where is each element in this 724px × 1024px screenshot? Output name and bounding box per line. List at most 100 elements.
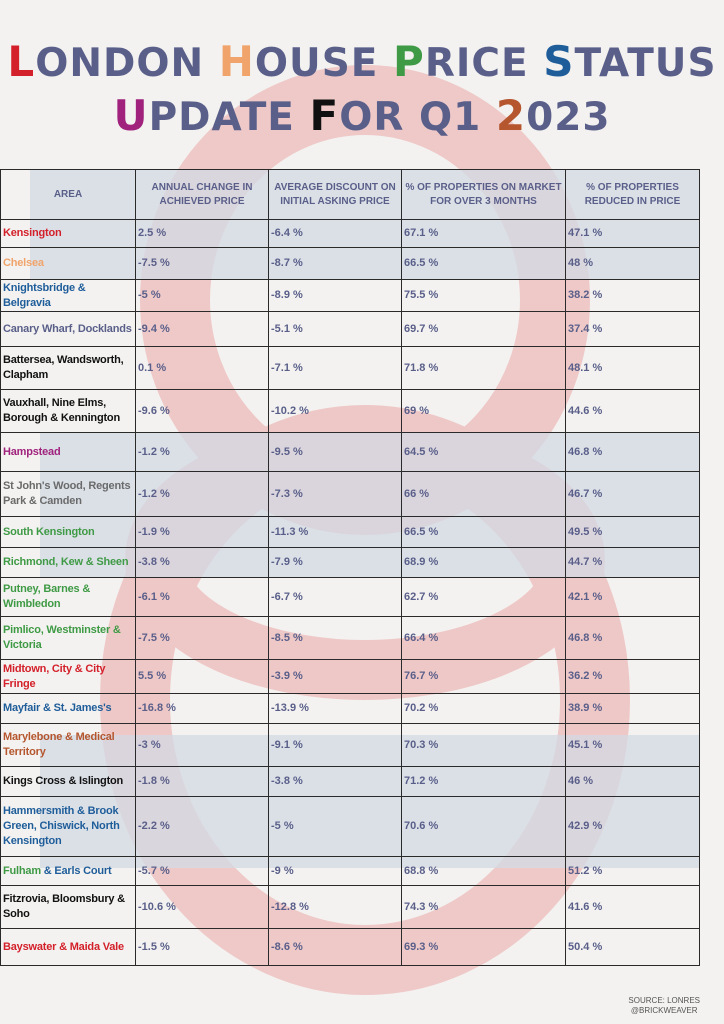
average-discount-value: -7.3 % (268, 471, 402, 517)
table-row: Kings Cross & Islington -1.8 % -3.8 % 71.2 … (0, 766, 700, 797)
reduced-in-price-value: 44.7 % (565, 547, 700, 578)
reduced-in-price-value: 38.2 % (565, 279, 700, 312)
reduced-in-price-value: 46.7 % (565, 471, 700, 517)
area-name: Chelsea (0, 247, 136, 280)
area-name: Hammersmith & Brook Green, Chiswick, Nor… (0, 796, 136, 857)
table-row: Fulham & Earls Court -5.7 % -9 % 68.8 % 51.2… (0, 856, 700, 886)
average-discount-value: -10.2 % (268, 389, 402, 433)
area-name-text: Pimlico, Westminster & Victoria (3, 624, 121, 651)
area-name-text: St John's Wood, Regents Park & Camden (3, 480, 131, 507)
average-discount-value: -13.9 % (268, 693, 402, 724)
area-name: Hampstead (0, 432, 136, 472)
annual-change-value: 0.1 % (135, 346, 269, 390)
table-row: Knightsbridge & Belgravia -5 % -8.9 % 75.5 … (0, 279, 700, 312)
area-name-text: Richmond, Kew & Sheen (3, 556, 129, 568)
annual-change-value: -7.5 % (135, 616, 269, 660)
on-market-3m-value: 71.2 % (401, 766, 566, 797)
reduced-in-price-value: 46.8 % (565, 432, 700, 472)
average-discount-value: -9.5 % (268, 432, 402, 472)
table-row: Kensington 2.5 % -6.4 % 67.1 % 47.1 % (0, 219, 700, 248)
header-annual-change: ANNUAL CHANGE IN ACHIEVED PRICE (135, 169, 269, 220)
area-name: Midtown, City & City Fringe (0, 659, 136, 694)
area-name-text: Bayswater & Maida Vale (3, 940, 124, 953)
table-row: St John's Wood, Regents Park & Camden -1.… (0, 471, 700, 517)
reduced-in-price-value: 51.2 % (565, 856, 700, 886)
average-discount-value: -9.1 % (268, 723, 402, 767)
table-row: Battersea, Wandsworth, Clapham 0.1 % -7.1 … (0, 346, 700, 390)
area-name-text: Battersea, Wandsworth, Clapham (3, 354, 124, 381)
annual-change-value: -2.2 % (135, 796, 269, 857)
area-name-text: Fitzrovia, Bloomsbury & Soho (3, 893, 125, 920)
source-credit: SOURCE: LONRES @BRICKWEAVER (628, 996, 700, 1016)
table-row: South Kensington -1.9 % -11.3 % 66.5 % 49.5 … (0, 516, 700, 548)
area-name-part: Fulham (3, 864, 41, 877)
header-reduced-in-price: % OF PROPERTIES REDUCED IN PRICE (565, 169, 700, 220)
on-market-3m-value: 66.4 % (401, 616, 566, 660)
annual-change-value: -6.1 % (135, 577, 269, 617)
area-name: Fulham & Earls Court (0, 856, 136, 886)
area-name-text: Vauxhall, Nine Elms, Borough & Kenningto… (3, 397, 120, 424)
reduced-in-price-value: 48.1 % (565, 346, 700, 390)
on-market-3m-value: 67.1 % (401, 219, 566, 248)
area-name: Battersea, Wandsworth, Clapham (0, 346, 136, 390)
annual-change-value: -5 % (135, 279, 269, 312)
title-word-rest: PDATE (148, 95, 310, 140)
annual-change-value: -16.8 % (135, 693, 269, 724)
area-name-text: Hammersmith & Brook Green, Chiswick, Nor… (3, 805, 120, 847)
title-initial-letter: F (309, 91, 340, 140)
title-initial-letter: P (393, 37, 425, 86)
table-row: Hampstead -1.2 % -9.5 % 64.5 % 46.8 % (0, 432, 700, 472)
reduced-in-price-value: 42.1 % (565, 577, 700, 617)
reduced-in-price-value: 45.1 % (565, 723, 700, 767)
title-line-2: UPDATE FOR Q1 2023 (0, 90, 724, 144)
area-name-text: Putney, Barnes & Wimbledon (3, 583, 91, 610)
on-market-3m-value: 74.3 % (401, 885, 566, 929)
title-word-rest: TATUS (574, 41, 717, 86)
area-name: Fitzrovia, Bloomsbury & Soho (0, 885, 136, 929)
title-word-rest: OUSE (254, 41, 394, 86)
reduced-in-price-value: 41.6 % (565, 885, 700, 929)
annual-change-value: -9.4 % (135, 311, 269, 347)
annual-change-value: -3.8 % (135, 547, 269, 578)
table-row: Hammersmith & Brook Green, Chiswick, Nor… (0, 796, 700, 857)
area-name: South Kensington (0, 516, 136, 548)
area-name-part: & Earls Court (40, 864, 112, 877)
area-name-text: Midtown, City & City Fringe (3, 662, 106, 690)
table-row: Mayfair & St. James's -16.8 % -13.9 % 70.2 … (0, 693, 700, 724)
area-name-text: Chelsea (3, 257, 44, 269)
area-name: Mayfair & St. James's (0, 693, 136, 724)
area-name: Putney, Barnes & Wimbledon (0, 577, 136, 617)
on-market-3m-value: 71.8 % (401, 346, 566, 390)
area-name-text: Hampstead (3, 445, 61, 458)
reduced-in-price-value: 50.4 % (565, 928, 700, 966)
on-market-3m-value: 66.5 % (401, 516, 566, 548)
reduced-in-price-value: 44.6 % (565, 389, 700, 433)
reduced-in-price-value: 42.9 % (565, 796, 700, 857)
on-market-3m-value: 66.5 % (401, 247, 566, 280)
title-word-rest: 023 (526, 95, 611, 140)
title-word-rest: RICE (424, 41, 544, 86)
annual-change-value: -7.5 % (135, 247, 269, 280)
table-row: Marylebone & Medical Territory -3 % -9.1 %… (0, 723, 700, 767)
average-discount-value: -5.1 % (268, 311, 402, 347)
annual-change-value: -3 % (135, 723, 269, 767)
table-row: Pimlico, Westminster & Victoria -7.5 % -8.… (0, 616, 700, 660)
title-initial-letter: L (7, 37, 36, 86)
on-market-3m-value: 76.7 % (401, 659, 566, 694)
on-market-3m-value: 70.6 % (401, 796, 566, 857)
on-market-3m-value: 64.5 % (401, 432, 566, 472)
page-title: LONDON HOUSE PRICE STATUS UPDATE FOR Q1 … (0, 36, 724, 144)
area-name-text: Marylebone & Medical Territory (3, 731, 115, 758)
average-discount-value: -5 % (268, 796, 402, 857)
title-word-rest: ONDON (35, 41, 219, 86)
average-discount-value: -8.7 % (268, 247, 402, 280)
on-market-3m-value: 62.7 % (401, 577, 566, 617)
table-header-row: AREA ANNUAL CHANGE IN ACHIEVED PRICE AVE… (0, 169, 700, 220)
average-discount-value: -8.5 % (268, 616, 402, 660)
area-name-text: Knightsbridge & Belgravia (3, 281, 86, 309)
area-name-text: Canary Wharf, Docklands (3, 322, 132, 335)
title-initial-letter: H (218, 37, 255, 86)
title-initial-letter: U (113, 91, 149, 140)
title-initial-letter: S (543, 37, 575, 86)
average-discount-value: -12.8 % (268, 885, 402, 929)
